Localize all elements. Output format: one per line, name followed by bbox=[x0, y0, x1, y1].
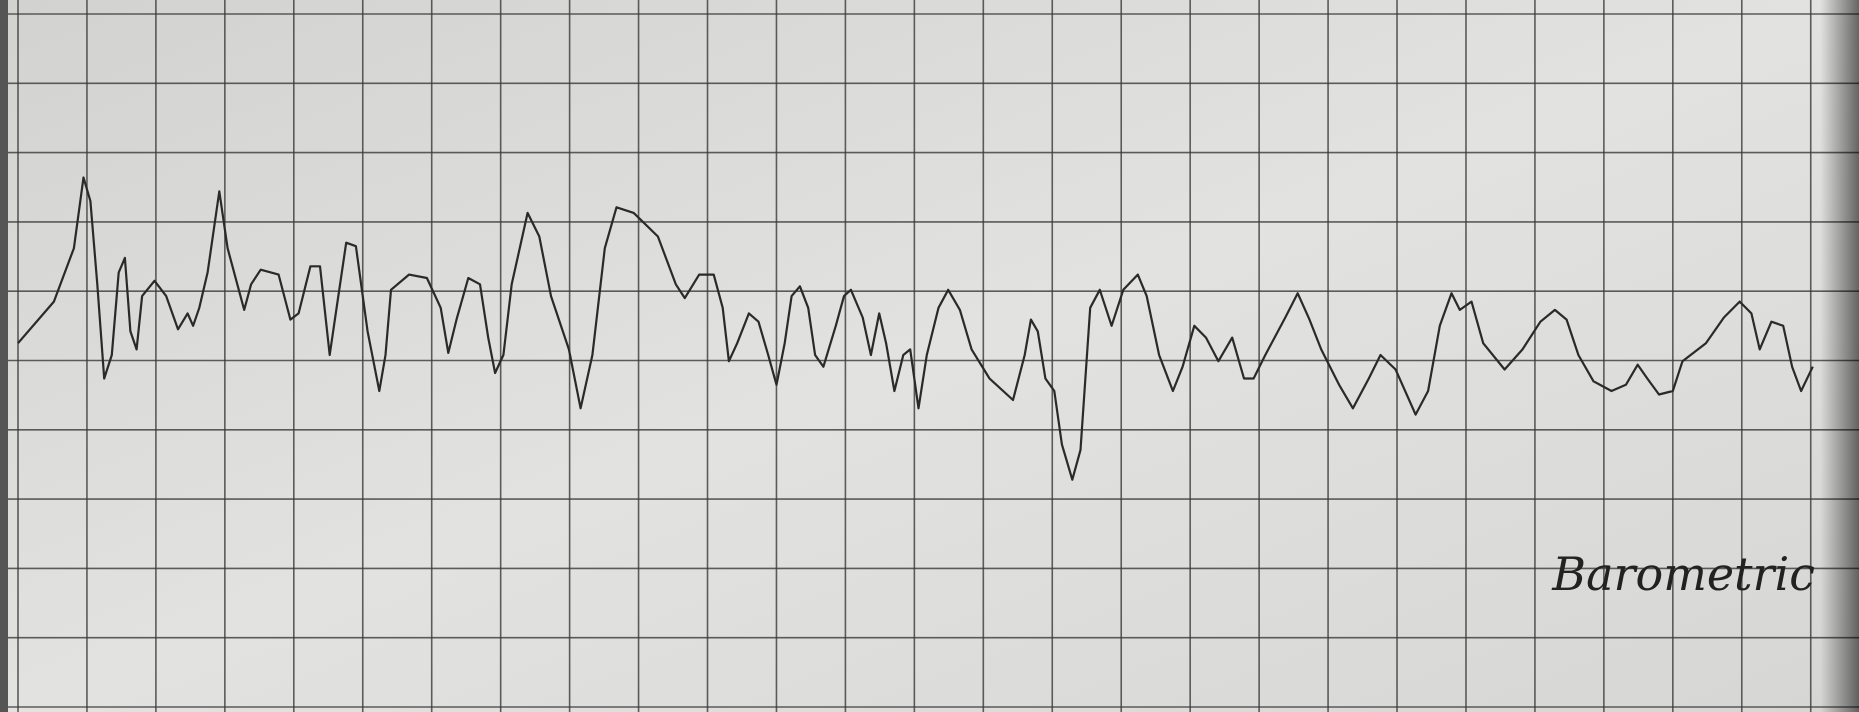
binding-shadow bbox=[1820, 0, 1859, 712]
chart: Barometric bbox=[0, 0, 1859, 712]
left-edge bbox=[0, 0, 8, 712]
annotation: Barometric bbox=[1551, 547, 1815, 601]
page: Barometric (() => { const data = JSON.pa… bbox=[0, 0, 1859, 712]
